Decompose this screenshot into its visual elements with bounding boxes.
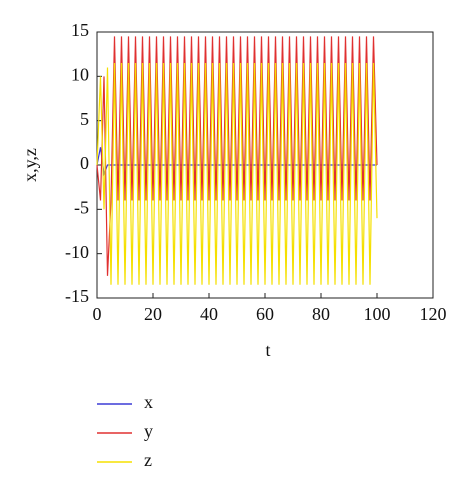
y-tick-label: -10 xyxy=(65,242,89,262)
y-tick-label: -15 xyxy=(65,286,89,306)
legend-label: y xyxy=(144,421,153,441)
y-axis-label: x,y,z xyxy=(20,148,40,182)
legend-label: z xyxy=(144,450,152,470)
x-tick-label: 120 xyxy=(420,304,447,324)
series-line xyxy=(96,147,377,177)
series-line xyxy=(96,36,378,276)
y-tick-label: 0 xyxy=(80,153,89,173)
x-tick-label: 100 xyxy=(364,304,391,324)
y-tick-label: -5 xyxy=(74,197,89,217)
x-tick-label: 20 xyxy=(144,304,162,324)
x-tick-label: 80 xyxy=(312,304,330,324)
x-tick-label: 40 xyxy=(200,304,218,324)
x-axis-label: t xyxy=(265,340,270,360)
legend-label: x xyxy=(144,392,153,412)
y-tick-label: 15 xyxy=(71,20,89,40)
series-line xyxy=(96,63,378,285)
x-tick-label: 60 xyxy=(256,304,274,324)
x-tick-label: 0 xyxy=(93,304,102,324)
y-tick-label: 10 xyxy=(71,64,89,84)
y-tick-label: 5 xyxy=(80,109,89,129)
